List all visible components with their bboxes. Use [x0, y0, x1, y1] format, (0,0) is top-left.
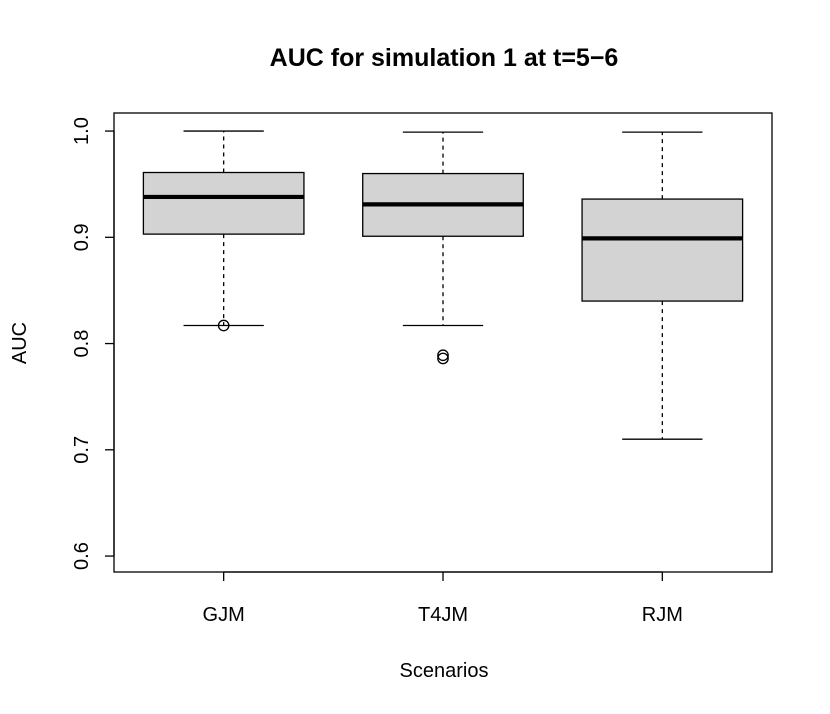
- boxes-group: [142, 130, 744, 440]
- x-tick-label: GJM: [203, 604, 245, 626]
- outlier-point: [217, 319, 230, 332]
- box-gjm: [142, 130, 305, 332]
- y-tick-label: 0.7: [71, 436, 93, 464]
- y-tick-label: 1.0: [71, 117, 93, 145]
- y-tick-label: 0.6: [71, 542, 93, 570]
- chart-title: AUC for simulation 1 at t=5−6: [270, 44, 619, 72]
- y-axis-label: AUC: [9, 322, 31, 364]
- iqr-box: [581, 198, 744, 302]
- outlier-point: [437, 352, 449, 365]
- outlier-point: [437, 349, 449, 362]
- x-tick-label: RJM: [642, 604, 683, 626]
- y-tick-label: 0.8: [71, 330, 93, 358]
- box-rjm: [581, 131, 744, 440]
- x-axis-label: Scenarios: [400, 660, 489, 682]
- y-axis: 0.6 0.7 0.8 0.9 1.0: [71, 117, 115, 570]
- y-tick-label: 0.9: [71, 223, 93, 251]
- x-tick-label: T4JM: [418, 604, 468, 626]
- x-axis: GJM T4JM RJM: [203, 571, 683, 626]
- iqr-box: [142, 171, 305, 235]
- box-t4jm: [362, 131, 524, 365]
